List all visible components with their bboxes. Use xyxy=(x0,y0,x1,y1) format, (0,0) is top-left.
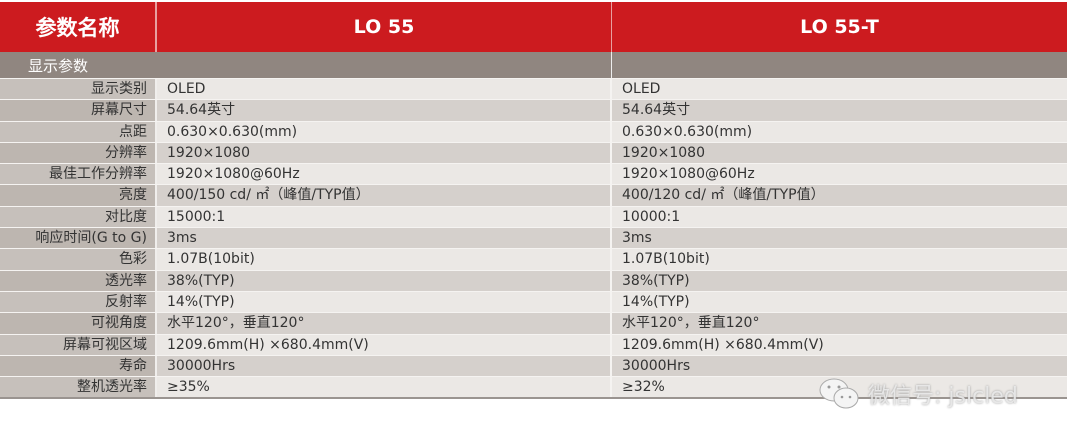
value-lo55: 38%(TYP) xyxy=(157,270,612,291)
row-label: 显示类别 xyxy=(0,79,157,100)
table-row: 可视角度 水平120°，垂直120° 水平120°，垂直120° xyxy=(0,312,1067,334)
row-label: 屏幕尺寸 xyxy=(0,100,157,121)
header-model-lo55t: LO 55-T xyxy=(800,16,879,38)
table-row: 分辨率 1920×1080 1920×1080 xyxy=(0,141,1067,164)
value-lo55t: 38%(TYP) xyxy=(612,270,1067,291)
table-row: 反射率 14%(TYP) 14%(TYP) xyxy=(0,290,1067,313)
header-param-name: 参数名称 xyxy=(0,2,157,52)
table-row: 寿命 30000Hrs 30000Hrs xyxy=(0,354,1067,377)
value-lo55t: OLED xyxy=(612,79,1067,100)
table-row: 显示类别 OLED OLED xyxy=(0,78,1067,100)
value-lo55t: 1920×1080 xyxy=(612,142,1067,164)
row-label: 对比度 xyxy=(0,206,157,228)
section-row: 显示参数 xyxy=(0,52,1067,78)
section-title: 显示参数 xyxy=(0,52,612,78)
wechat-icon xyxy=(819,378,859,409)
value-lo55: 1.07B(10bit) xyxy=(157,249,612,270)
value-lo55: 30000Hrs xyxy=(157,355,612,377)
table-row: 色彩 1.07B(10bit) 1.07B(10bit) xyxy=(0,248,1067,270)
value-lo55: 54.64英寸 xyxy=(157,100,612,121)
value-lo55t: 1920×1080@60Hz xyxy=(612,164,1067,185)
value-lo55: 0.630×0.630(mm) xyxy=(157,121,612,142)
table-body: 显示类别 OLED OLED 屏幕尺寸 54.64英寸 54.64英寸 点距 0.630×0.… xyxy=(0,78,1067,398)
value-lo55: OLED xyxy=(157,79,612,100)
value-lo55t: 30000Hrs xyxy=(612,355,1067,377)
value-lo55: 1920×1080@60Hz xyxy=(157,164,612,185)
value-lo55: ≥35% xyxy=(157,377,612,398)
table-row: 透光率 38%(TYP) 38%(TYP) xyxy=(0,269,1067,291)
value-lo55: 15000:1 xyxy=(157,206,612,228)
value-lo55t: 54.64英寸 xyxy=(612,100,1067,121)
table-row: 响应时间(G to G) 3ms 3ms xyxy=(0,227,1067,249)
value-lo55: 400/150 cd/ ㎡（峰值/TYP值） xyxy=(157,185,612,206)
value-lo55t: 14%(TYP) xyxy=(612,291,1067,313)
value-lo55: 3ms xyxy=(157,228,612,249)
value-lo55t: 10000:1 xyxy=(612,206,1067,228)
value-lo55t: 400/120 cd/ ㎡（峰值/TYP值） xyxy=(612,185,1067,206)
table-row: 屏幕尺寸 54.64英寸 54.64英寸 xyxy=(0,99,1067,121)
table-row: 亮度 400/150 cd/ ㎡（峰值/TYP值） 400/120 cd/ ㎡（峰值… xyxy=(0,184,1067,206)
row-label: 反射率 xyxy=(0,291,157,313)
row-label: 点距 xyxy=(0,121,157,142)
value-lo55t: 1.07B(10bit) xyxy=(612,249,1067,270)
value-lo55t: 0.630×0.630(mm) xyxy=(612,121,1067,142)
table-row: 整机透光率 ≥35% ≥32% xyxy=(0,376,1067,398)
value-lo55: 1920×1080 xyxy=(157,142,612,164)
row-label: 透光率 xyxy=(0,270,157,291)
watermark: 微信号: jslcled xyxy=(818,376,1018,412)
table-row: 最佳工作分辨率 1920×1080@60Hz 1920×1080@60Hz xyxy=(0,163,1067,185)
value-lo55: 水平120°，垂直120° xyxy=(157,313,612,334)
row-label: 可视角度 xyxy=(0,313,157,334)
watermark-text: 微信号: jslcled xyxy=(868,384,1018,409)
row-label: 响应时间(G to G) xyxy=(0,228,157,249)
value-lo55: 14%(TYP) xyxy=(157,291,612,313)
row-label: 色彩 xyxy=(0,249,157,270)
table-row: 屏幕可视区域 1209.6mm(H) ×680.4mm(V) 1209.6mm(H)… xyxy=(0,333,1067,355)
table-header: 参数名称 LO 55 LO 55-T xyxy=(0,2,1067,52)
value-lo55t: 水平120°，垂直120° xyxy=(612,313,1067,334)
row-label: 整机透光率 xyxy=(0,377,157,398)
spec-table: 参数名称 LO 55 LO 55-T 显示参数 显示类别 OLED OLED 屏幕尺寸… xyxy=(0,2,1067,400)
table-row: 对比度 15000:1 10000:1 xyxy=(0,205,1067,228)
row-label: 分辨率 xyxy=(0,142,157,164)
header-model-lo55: LO 55 xyxy=(157,2,612,52)
row-label: 寿命 xyxy=(0,355,157,377)
row-label: 屏幕可视区域 xyxy=(0,334,157,355)
row-label: 最佳工作分辨率 xyxy=(0,164,157,185)
value-lo55t: 1209.6mm(H) ×680.4mm(V) xyxy=(612,334,1067,355)
value-lo55t: 3ms xyxy=(612,228,1067,249)
table-row: 点距 0.630×0.630(mm) 0.630×0.630(mm) xyxy=(0,120,1067,142)
value-lo55: 1209.6mm(H) ×680.4mm(V) xyxy=(157,334,612,355)
row-label: 亮度 xyxy=(0,185,157,206)
